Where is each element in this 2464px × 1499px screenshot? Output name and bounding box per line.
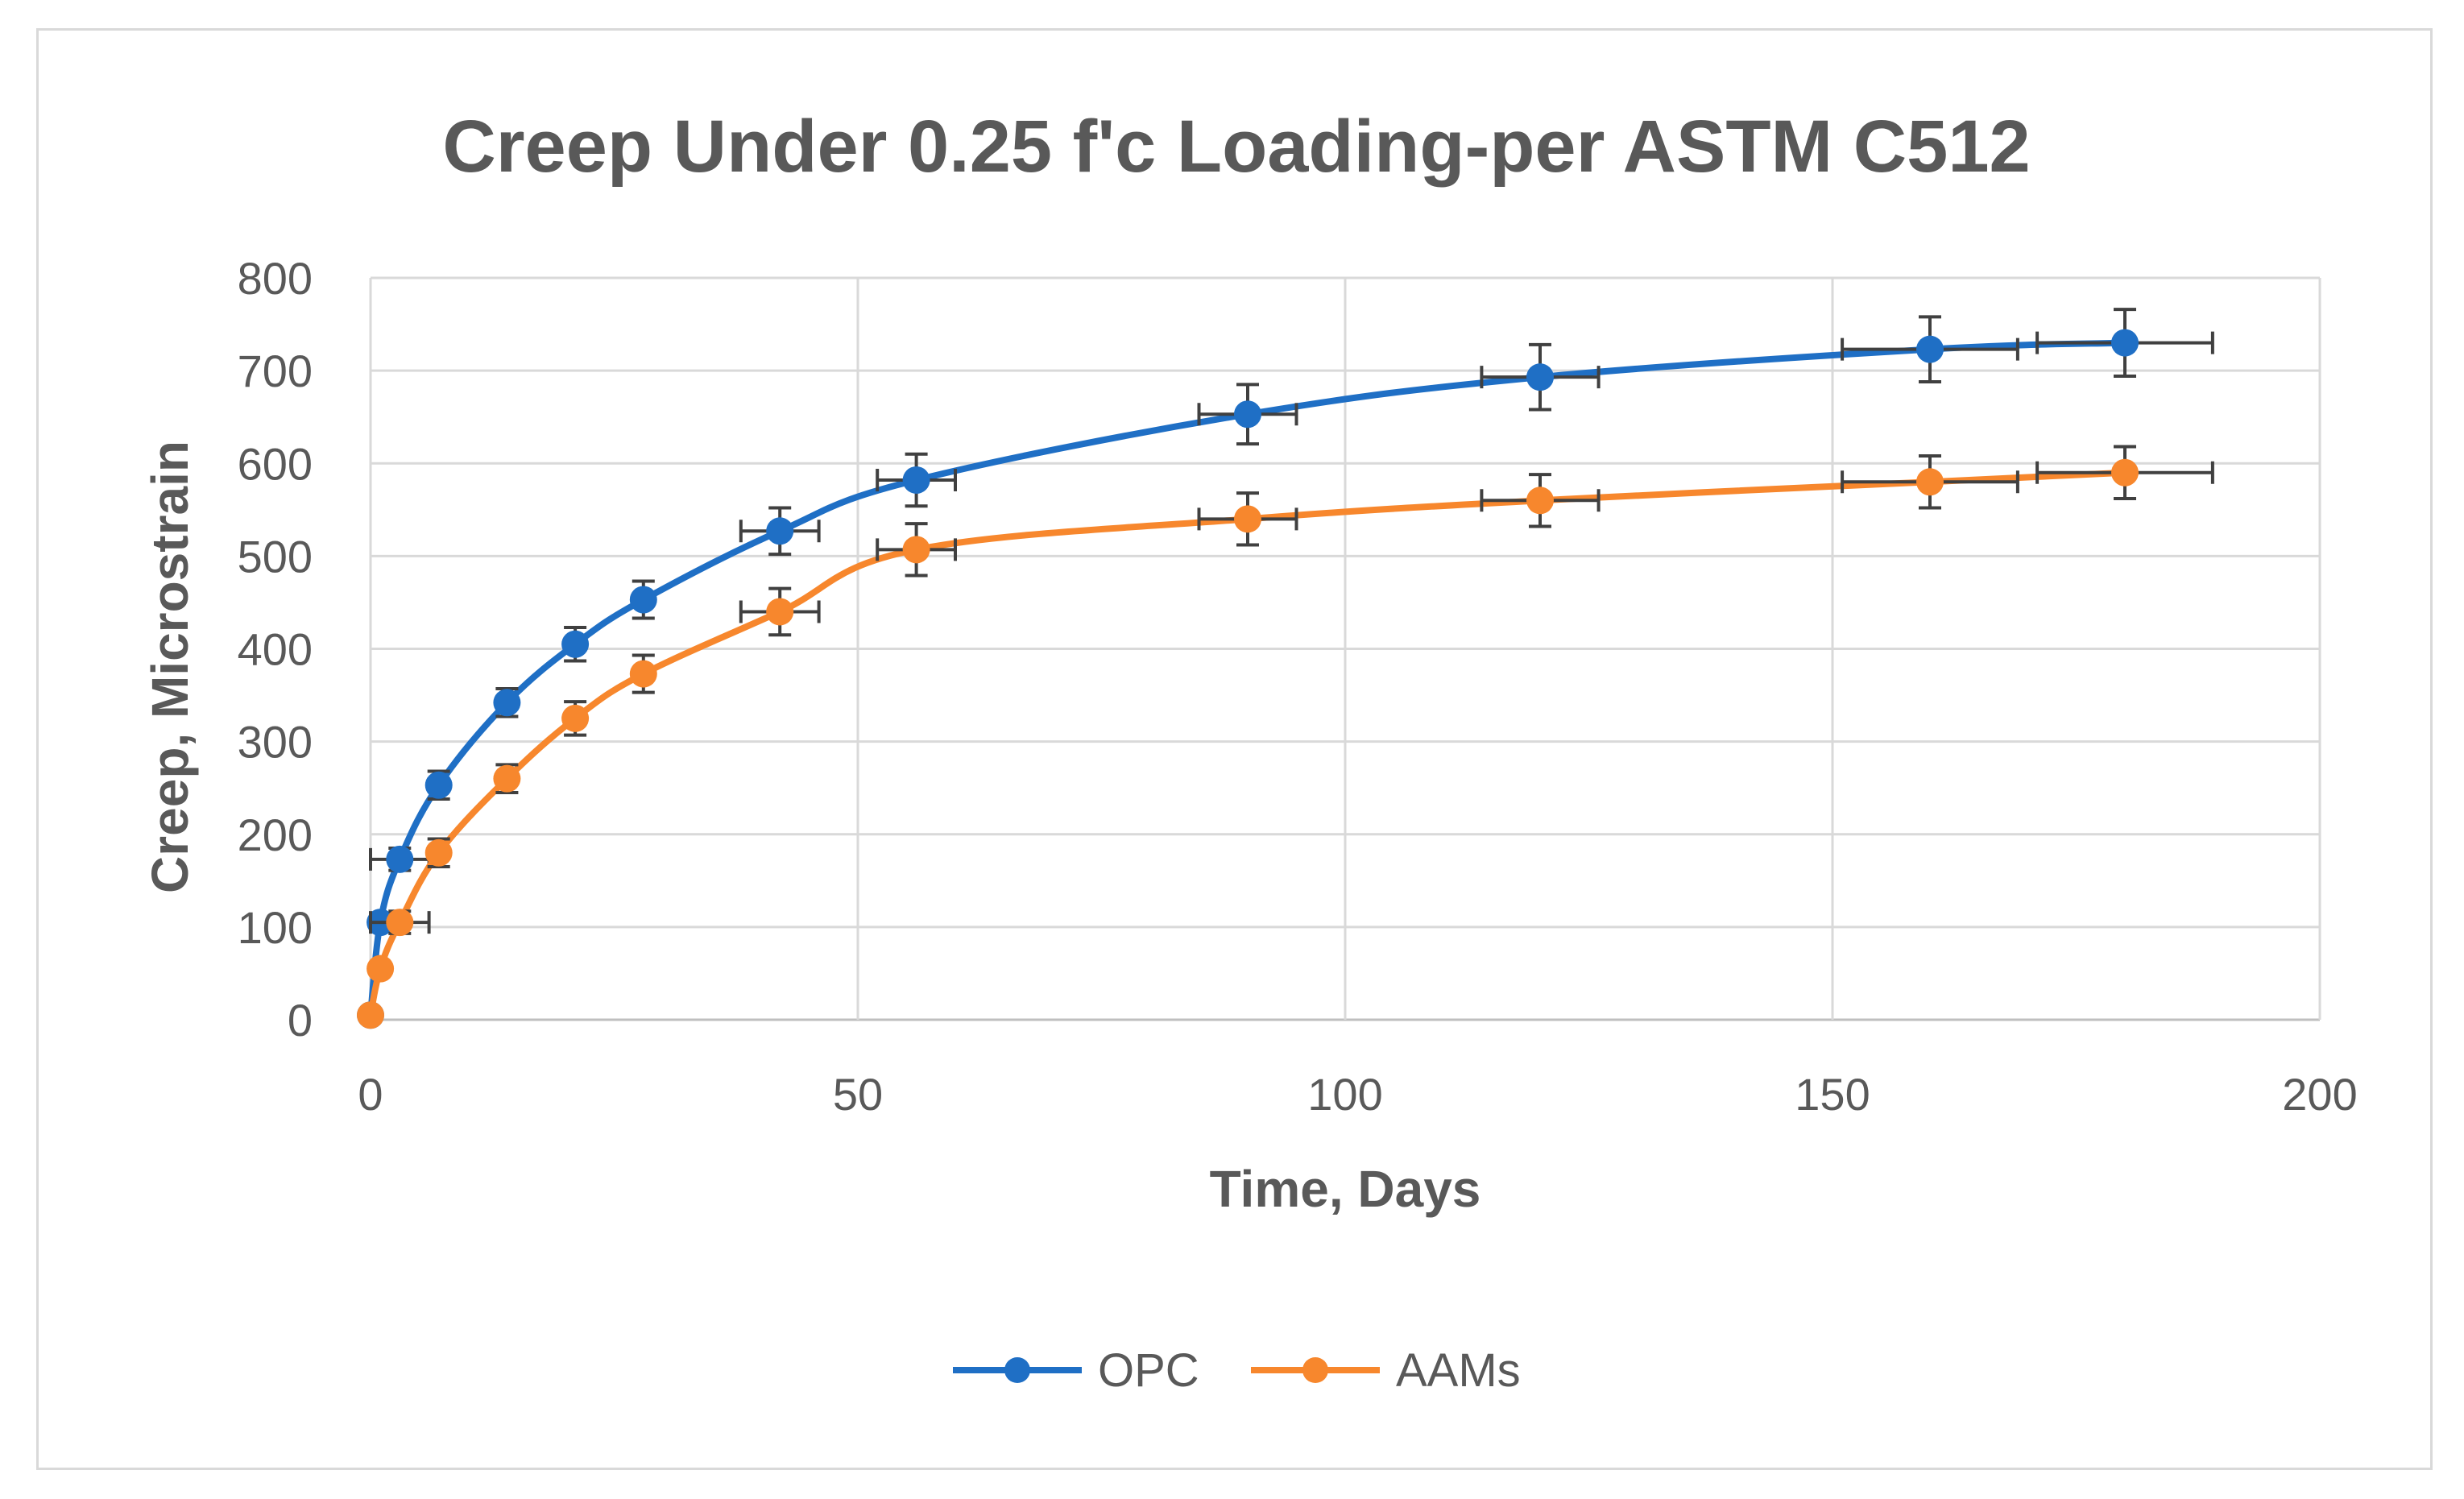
x-tick-label-4: 200 <box>2282 1069 2357 1120</box>
series-layer <box>357 308 2214 1029</box>
data-point-aams-4 <box>493 764 521 793</box>
chart-svg: Creep Under 0.25 f'c Loading-per ASTM C5… <box>141 106 2358 1397</box>
x-tick-label-0: 0 <box>358 1069 383 1120</box>
legend-marker-aams <box>1302 1357 1328 1383</box>
y-tick-label-7: 700 <box>238 346 313 396</box>
y-tick-label-2: 200 <box>238 810 313 860</box>
data-point-opc-9 <box>1234 400 1261 429</box>
data-point-aams-9 <box>1234 505 1261 533</box>
series-line-opc <box>367 339 2128 1019</box>
x-tick-label-3: 150 <box>1795 1069 1870 1120</box>
y-tick-label-1: 100 <box>238 902 313 953</box>
data-point-opc-5 <box>561 630 590 658</box>
y-tick-label-8: 800 <box>238 253 313 304</box>
y-tick-label-4: 400 <box>238 624 313 675</box>
tick-labels: 0 100 200 300 400 500 600 700 800 0 50 100 150 200 <box>238 253 2358 1120</box>
data-point-aams-11 <box>1916 468 1944 496</box>
data-point-aams-6 <box>629 660 657 688</box>
legend-item-aams: AAMs <box>1251 1344 1521 1397</box>
y-tick-label-3: 300 <box>238 717 313 768</box>
data-point-aams-10 <box>1526 487 1554 515</box>
data-point-opc-11 <box>1916 335 1944 363</box>
data-point-opc-6 <box>629 586 657 614</box>
y-axis-title: Creep, Microstrain <box>141 441 199 893</box>
legend-label-opc: OPC <box>1098 1344 1199 1397</box>
y-tick-label-5: 500 <box>238 531 313 582</box>
data-point-opc-2 <box>386 845 414 873</box>
series-line-aams <box>367 469 2128 1019</box>
y-tick-label-6: 600 <box>238 438 313 489</box>
data-point-aams-8 <box>902 536 930 564</box>
x-tick-label-1: 50 <box>833 1069 883 1120</box>
legend-item-opc: OPC <box>953 1344 1199 1397</box>
data-point-opc-3 <box>424 771 453 799</box>
series-aams <box>357 445 2214 1029</box>
chart-frame: Creep Under 0.25 f'c Loading-per ASTM C5… <box>36 28 2433 1470</box>
data-point-aams-2 <box>386 909 414 937</box>
gridlines <box>369 276 2321 1021</box>
data-point-aams-5 <box>561 704 590 732</box>
data-point-opc-8 <box>902 466 930 494</box>
data-point-aams-7 <box>766 598 794 626</box>
y-tick-label-0: 0 <box>288 995 313 1046</box>
x-axis-title: Time, Days <box>1210 1160 1481 1218</box>
x-tick-label-2: 100 <box>1307 1069 1382 1120</box>
legend: OPC AAMs <box>953 1344 1521 1397</box>
data-point-aams-3 <box>424 839 453 867</box>
data-point-opc-12 <box>2111 329 2139 357</box>
data-point-aams-1 <box>366 954 395 983</box>
data-point-aams-0 <box>357 1001 384 1029</box>
data-point-opc-4 <box>493 689 521 717</box>
data-point-opc-10 <box>1526 363 1554 391</box>
legend-label-aams: AAMs <box>1396 1344 1521 1397</box>
legend-marker-opc <box>1004 1357 1030 1383</box>
data-point-opc-7 <box>766 517 794 545</box>
data-point-aams-12 <box>2111 458 2139 487</box>
chart-title: Creep Under 0.25 f'c Loading-per ASTM C5… <box>442 106 2030 188</box>
